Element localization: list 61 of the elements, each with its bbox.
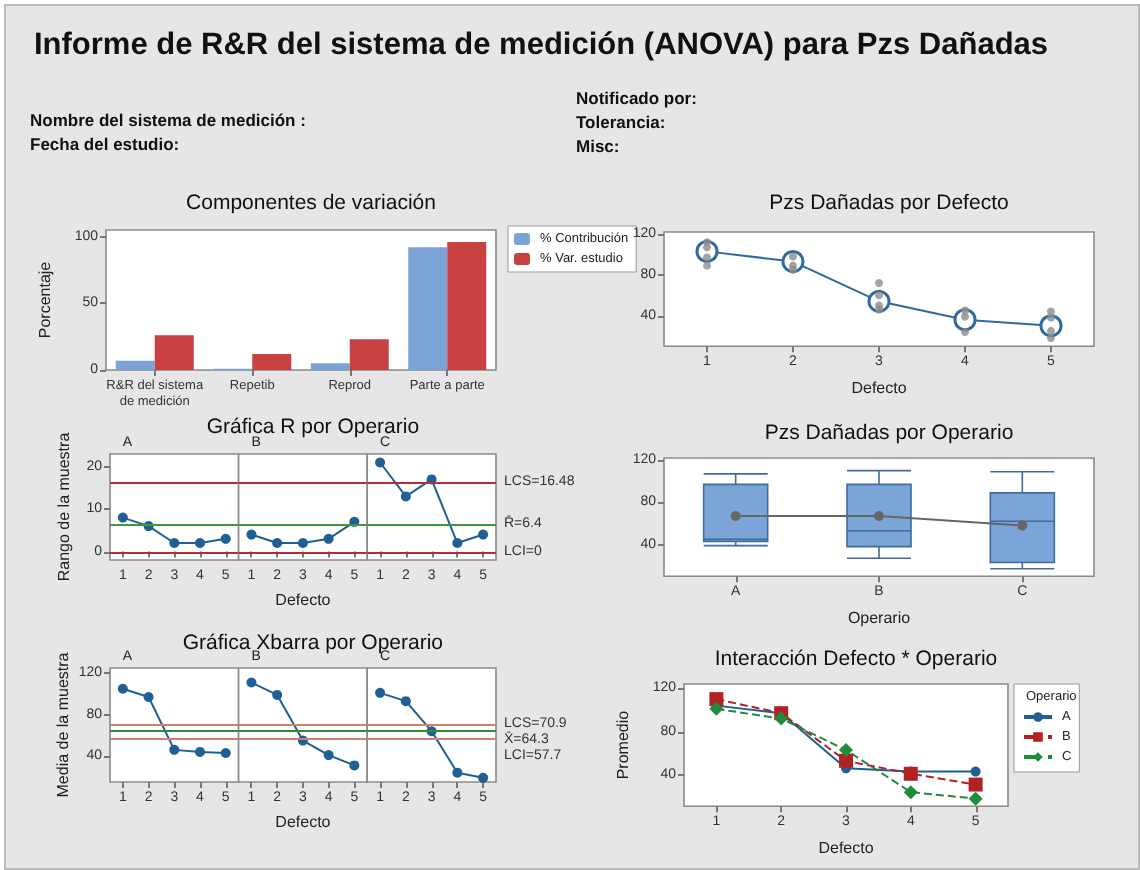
chart-title: Pzs Dañadas por Defecto	[769, 191, 1009, 215]
point	[968, 791, 983, 806]
text: Nombre del sistema de medición :	[30, 110, 306, 130]
point	[774, 711, 789, 726]
y-axis-title: Porcentaje	[35, 260, 54, 339]
point	[709, 701, 724, 716]
point	[968, 777, 983, 792]
text: Tolerancia:	[576, 112, 666, 132]
bar	[408, 247, 448, 370]
point	[220, 533, 231, 544]
point	[220, 747, 231, 758]
chart-title: Gráfica R por Operario	[206, 415, 420, 439]
y-axis-title: Media de la muestra	[53, 651, 72, 798]
point	[272, 538, 283, 549]
point	[452, 538, 463, 549]
point	[478, 772, 489, 783]
x-axis-title: Defecto	[275, 591, 332, 609]
point	[903, 785, 918, 800]
x-axis-title: Defecto	[851, 379, 908, 397]
point	[323, 533, 334, 544]
bar	[252, 354, 292, 370]
text: Notificado por:	[576, 88, 697, 108]
point	[246, 677, 257, 688]
x-axis-title: Defecto	[818, 839, 875, 857]
chart-title: Pzs Dañadas por Operario	[764, 421, 1014, 445]
point	[117, 512, 128, 523]
point	[839, 753, 853, 768]
bar	[447, 242, 487, 370]
point	[375, 457, 386, 468]
y-axis-title: Rango de la muestra	[55, 431, 73, 582]
text: Fecha del estudio:	[30, 134, 180, 154]
point	[143, 692, 154, 703]
point	[452, 767, 463, 778]
point	[709, 692, 724, 707]
bar	[349, 339, 389, 370]
point	[400, 696, 411, 707]
point	[169, 538, 180, 549]
text: Informe de R&R del sistema de medición (ANOVA) para Pzs Dañadas	[34, 28, 1049, 64]
point	[839, 742, 853, 757]
point	[323, 750, 334, 761]
point	[169, 744, 180, 755]
text: Misc:	[576, 136, 620, 156]
point	[970, 766, 981, 777]
point	[195, 746, 206, 757]
point	[478, 529, 489, 540]
point	[400, 491, 411, 502]
y-axis-title: Promedio	[613, 709, 632, 780]
chart-title: Interacción Defecto * Operario	[714, 647, 998, 671]
point	[117, 683, 128, 694]
point	[195, 538, 206, 549]
bar	[154, 335, 194, 370]
bar	[310, 363, 350, 370]
point	[272, 689, 283, 700]
point	[246, 529, 257, 540]
x-axis-title: Defecto	[275, 813, 332, 831]
x-axis-title: Operario	[847, 609, 912, 627]
point	[297, 538, 308, 549]
point	[375, 687, 386, 698]
bar	[115, 360, 155, 370]
point	[349, 760, 360, 771]
chart-title: Componentes de variación	[186, 191, 437, 215]
